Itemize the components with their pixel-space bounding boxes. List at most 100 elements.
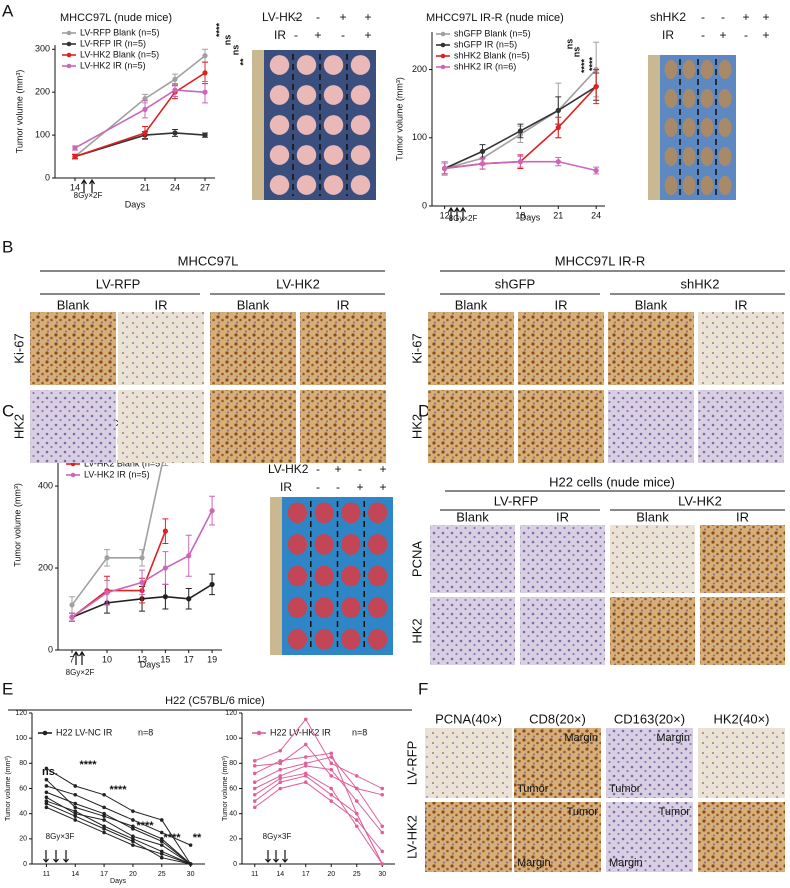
legend-label: LV-HK2 IR (n=5): [80, 60, 146, 70]
data-point: [329, 786, 334, 791]
legend-marker: [70, 472, 76, 478]
group-label: LV-HK2: [276, 276, 320, 291]
legend-marker: [66, 41, 72, 47]
x-tick-label: 14: [70, 182, 80, 192]
data-point: [131, 818, 135, 822]
y-tick-label: 0: [23, 861, 27, 868]
data-point: [102, 830, 106, 835]
photo-sign: +: [339, 10, 346, 24]
legend-label: LV-HK2 Blank (n=5): [80, 49, 159, 59]
y-tick-label: 20: [229, 836, 237, 843]
x-tick-label: 14: [71, 871, 79, 878]
data-point: [380, 849, 385, 854]
data-point: [159, 830, 164, 835]
data-point: [159, 855, 164, 860]
group-label: shHK2: [680, 276, 719, 291]
series-line: [46, 791, 191, 865]
data-point: [278, 776, 283, 781]
data-point: [162, 528, 168, 534]
column-label: IR: [337, 297, 350, 312]
tumor: [314, 533, 334, 555]
series-line: [46, 796, 191, 865]
data-point: [131, 839, 135, 844]
series-line: [46, 806, 191, 865]
y-tick-label: 100: [225, 735, 237, 742]
data-point: [44, 777, 49, 782]
x-axis-label: Days: [140, 659, 161, 669]
x-tick-label: 11: [43, 871, 50, 878]
histology-image: [606, 802, 693, 872]
row-label: Ki-67: [11, 333, 26, 363]
x-axis-label: Days: [125, 199, 146, 209]
y-tick-label: 400: [38, 480, 53, 490]
panel-letter: E: [2, 679, 13, 698]
photo-sign: +: [379, 480, 386, 494]
photo-sign: -: [358, 462, 362, 476]
tumor: [314, 628, 334, 650]
significance: ****: [109, 784, 127, 796]
tumor: [700, 88, 714, 109]
chart-title: MHCC97L (nude mice): [60, 12, 172, 24]
histology-image: [430, 597, 515, 665]
data-point: [44, 795, 49, 800]
data-point: [188, 862, 193, 866]
histology-image: [425, 802, 512, 872]
data-point: [329, 799, 334, 803]
tumor: [296, 55, 317, 75]
data-point: [278, 748, 283, 753]
tumor: [700, 175, 714, 196]
ruler: [252, 50, 264, 200]
data-point: [72, 153, 78, 160]
histology-image: [210, 390, 296, 463]
column-label: Blank: [636, 509, 669, 524]
group-label: LV-RFP: [494, 493, 539, 508]
data-point: [73, 805, 78, 810]
x-tick-label: 21: [140, 182, 150, 192]
data-point: [159, 839, 164, 844]
y-tick-label: 60: [229, 785, 237, 792]
histology-image: [606, 728, 693, 798]
dose-label: 8Gy×2F: [449, 214, 478, 223]
tumor: [269, 115, 290, 135]
data-point: [186, 553, 192, 559]
y-tick-label: 40: [19, 811, 27, 818]
data-point: [159, 843, 164, 847]
row-label: HK2: [409, 414, 424, 439]
series-line: [46, 785, 191, 846]
photo-sign: -: [316, 480, 320, 494]
data-point: [252, 771, 257, 776]
data-point: [172, 76, 178, 82]
data-point: [329, 774, 334, 778]
data-point: [252, 780, 257, 785]
data-point: [479, 161, 486, 167]
legend-marker: [66, 30, 72, 36]
irradiation-arrow: [43, 850, 49, 863]
significance: ****: [579, 59, 589, 74]
column-label: Blank: [456, 509, 489, 524]
column-label: IR: [556, 509, 569, 524]
data-point: [142, 106, 148, 112]
data-point: [354, 799, 359, 803]
tumor: [287, 502, 308, 524]
series-line: [444, 68, 597, 170]
legend-label: H22 LV-HK2 IR: [270, 727, 331, 737]
series-line: [74, 72, 206, 158]
histology-image: [700, 525, 785, 593]
tumor: [682, 59, 696, 80]
y-tick-label: 200: [412, 64, 427, 74]
panel-letter: D: [418, 401, 430, 420]
data-point: [44, 799, 49, 803]
data-point: [354, 818, 359, 822]
data-point: [202, 89, 208, 95]
data-point: [131, 809, 135, 813]
legend-label: shGFP Blank (n=5): [454, 28, 531, 38]
overlay-label: Tumor: [609, 783, 641, 795]
histology-image: [610, 525, 695, 593]
tumor: [700, 117, 714, 138]
data-point: [209, 508, 215, 514]
data-point: [303, 780, 308, 785]
data-point: [303, 761, 308, 766]
x-tick-label: 11: [251, 871, 258, 878]
panel-letter: C: [2, 401, 14, 420]
tumor: [323, 115, 344, 135]
